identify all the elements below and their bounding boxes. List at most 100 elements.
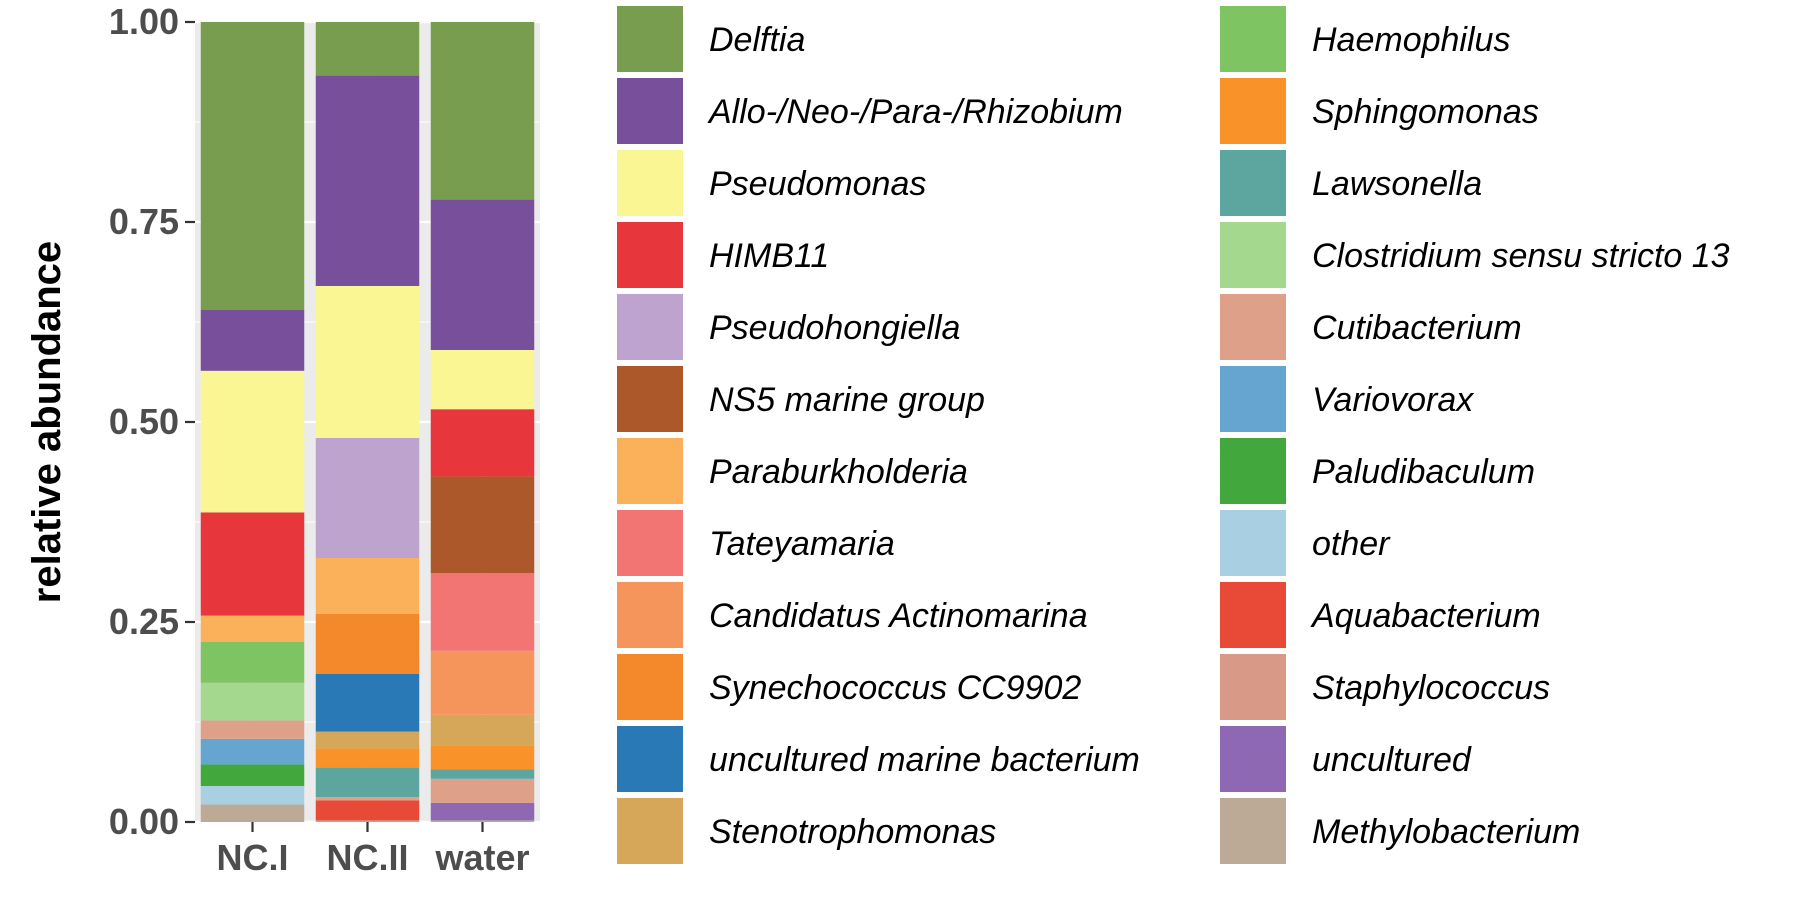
bar-segment <box>430 820 535 822</box>
legend-label: Candidatus Actinomarina <box>709 597 1088 635</box>
legend-label: Lawsonella <box>1312 165 1482 203</box>
y-tick-label: 0.25 <box>109 601 179 642</box>
y-tick-label: 1.00 <box>109 1 179 42</box>
bar-segment <box>200 786 305 805</box>
legend-key <box>1220 294 1286 360</box>
bar-segment <box>315 800 420 821</box>
bar-segment <box>200 512 305 616</box>
legend-key <box>1220 510 1286 576</box>
legend-label: other <box>1312 525 1391 563</box>
bar-segment <box>200 720 305 739</box>
bar-segment <box>315 797 420 801</box>
legend-key <box>617 78 683 144</box>
legend-key <box>1220 78 1286 144</box>
bar-segment <box>430 714 535 746</box>
bar-segment <box>200 764 305 786</box>
bar-segment <box>200 370 305 513</box>
legend-label: Clostridium sensu stricto 13 <box>1312 237 1730 275</box>
bar-segment <box>430 476 535 574</box>
legend-key <box>1220 150 1286 216</box>
legend-key <box>617 222 683 288</box>
legend-label: Variovorax <box>1312 381 1474 419</box>
x-tick-label: NC.II <box>326 837 408 878</box>
legend-label: Allo-/Neo-/Para-/Rhizobium <box>707 93 1123 131</box>
legend-label: Haemophilus <box>1312 21 1510 59</box>
legend-label: Paraburkholderia <box>709 453 968 491</box>
bar-segment <box>200 310 305 371</box>
bar-segment <box>200 738 305 765</box>
legend-key <box>1220 726 1286 792</box>
legend-label: Delftia <box>709 21 805 59</box>
bar-segment <box>200 615 305 642</box>
legend-label: Methylobacterium <box>1312 813 1580 851</box>
legend-key <box>1220 798 1286 864</box>
bar-segment <box>315 731 420 749</box>
legend-key <box>1220 654 1286 720</box>
legend-label: Staphylococcus <box>1312 669 1550 707</box>
legend-key <box>1220 6 1286 72</box>
x-tick-label: water <box>434 837 529 878</box>
legend-key <box>617 294 683 360</box>
bars <box>200 22 535 822</box>
bar-segment <box>315 748 420 768</box>
bar-segment <box>315 674 420 732</box>
legend-label: Synechococcus CC9902 <box>709 669 1081 707</box>
bar-segment <box>200 804 305 822</box>
bar-segment <box>430 802 535 821</box>
legend-label: uncultured <box>1312 741 1472 779</box>
y-tick-label: 0.50 <box>109 401 179 442</box>
legend-label: NS5 marine group <box>709 381 985 419</box>
legend-key <box>1220 582 1286 648</box>
bar-segment <box>430 650 535 715</box>
legend-key <box>617 150 683 216</box>
bar-segment <box>430 350 535 410</box>
legend-key <box>1220 366 1286 432</box>
legend-key <box>617 582 683 648</box>
legend-label: uncultured marine bacterium <box>709 741 1140 779</box>
legend-label: Pseudomonas <box>709 165 926 203</box>
y-axis: 0.00 0.25 0.50 0.75 1.00 <box>109 1 195 842</box>
bar-segment <box>315 767 420 798</box>
bar-segment <box>200 682 305 721</box>
bar-segment <box>315 438 420 558</box>
bar-segment <box>430 22 535 200</box>
y-axis-title: relative abundance <box>25 241 69 603</box>
legend-key <box>617 366 683 432</box>
legend: Delftia Allo-/Neo-/Para-/Rhizobium Pseudom… <box>617 6 1730 864</box>
bar-segment <box>315 75 420 286</box>
bar-segment <box>315 558 420 614</box>
bar-segment <box>430 778 535 803</box>
legend-label: HIMB11 <box>709 237 829 275</box>
legend-key <box>617 510 683 576</box>
bar-segment <box>200 22 305 310</box>
y-tick-label: 0.75 <box>109 201 179 242</box>
legend-label: Sphingomonas <box>1312 93 1539 131</box>
legend-key <box>1220 222 1286 288</box>
bar-segment <box>315 614 420 674</box>
legend-label: Paludibaculum <box>1312 453 1535 491</box>
legend-key <box>617 438 683 504</box>
bar-segment <box>430 745 535 770</box>
legend-label: Stenotrophomonas <box>709 813 996 851</box>
legend-label: Tateyamaria <box>709 525 895 563</box>
legend-key <box>617 726 683 792</box>
y-tick-label: 0.00 <box>109 801 179 842</box>
bar-segment <box>430 199 535 350</box>
legend-label: Aquabacterium <box>1310 597 1541 635</box>
bar-segment <box>430 573 535 651</box>
legend-key <box>617 6 683 72</box>
bar-segment <box>315 820 420 822</box>
x-axis: NC.I NC.II water <box>217 822 530 878</box>
legend-key <box>617 798 683 864</box>
legend-label: Cutibacterium <box>1312 309 1522 347</box>
bar-segment <box>315 22 420 76</box>
bar-segment <box>315 286 420 438</box>
legend-label: Pseudohongiella <box>709 309 960 347</box>
bar-segment <box>200 642 305 683</box>
bar-segment <box>430 409 535 477</box>
legend-key <box>617 654 683 720</box>
bar-segment <box>430 769 535 779</box>
x-tick-label: NC.I <box>217 837 289 878</box>
legend-key <box>1220 438 1286 504</box>
